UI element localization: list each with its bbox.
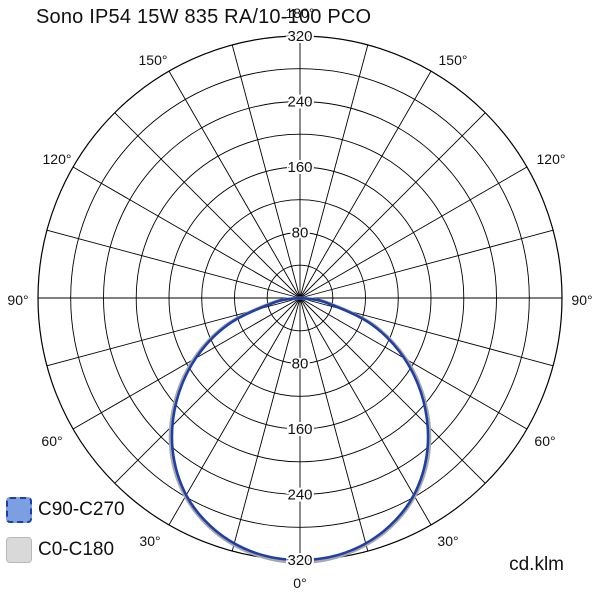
- angle-label: 60°: [41, 433, 62, 449]
- unit-label: cd.klm: [509, 554, 564, 575]
- radial-tick-label: 80: [292, 356, 309, 373]
- legend-item-c0-c180: C0-C180: [6, 534, 114, 566]
- range-circle: [135, 133, 465, 463]
- curve-c90-c270: [170, 296, 430, 562]
- range-circle: [234, 232, 366, 364]
- intensity-curves: [168, 296, 432, 565]
- radial-tick-label: 160: [287, 421, 312, 438]
- radial-tick-label: 160: [287, 159, 312, 176]
- range-circle: [266, 264, 334, 332]
- angle-label: 180°: [286, 5, 315, 21]
- chart-title: Sono IP54 15W 835 RA/10-100 PCO: [36, 6, 372, 28]
- legend-item-c90-c270: C90-C270: [6, 494, 125, 526]
- angle-label: 150°: [139, 52, 168, 68]
- legend-label: C0-C180: [38, 539, 115, 560]
- legend-label: C90-C270: [38, 499, 125, 520]
- angle-label: 150°: [439, 52, 468, 68]
- angle-label: 60°: [534, 433, 555, 449]
- angle-labels: 0° 30° 60° 90° 120° 150° 180° 30° 60° 90° 120° 150°: [7, 5, 592, 591]
- angle-label: 0°: [293, 575, 306, 591]
- radial-tick-label: 320: [287, 28, 312, 45]
- angle-label: 30°: [139, 533, 160, 549]
- range-circle: [168, 166, 432, 430]
- range-circle: [103, 101, 497, 495]
- range-circle: [201, 199, 399, 397]
- range-circles: [37, 35, 563, 561]
- legend-swatch-c90-c270: [6, 497, 32, 523]
- radial-tick-label: 320: [287, 552, 312, 569]
- angle-label: 90°: [571, 292, 592, 308]
- legend-swatch-c0-c180: [6, 537, 32, 563]
- radial-tick-label: 240: [287, 94, 312, 111]
- angle-label: 30°: [437, 533, 458, 549]
- radial-tick-label: 240: [287, 487, 312, 504]
- range-circle: [70, 68, 530, 528]
- radial-tick-label: 80: [292, 225, 309, 242]
- angle-label: 90°: [7, 292, 28, 308]
- angle-label: 120°: [43, 151, 72, 167]
- angle-label: 120°: [537, 151, 566, 167]
- radial-tick-labels: 80 80 160 160 240 240 320 320: [285, 26, 314, 571]
